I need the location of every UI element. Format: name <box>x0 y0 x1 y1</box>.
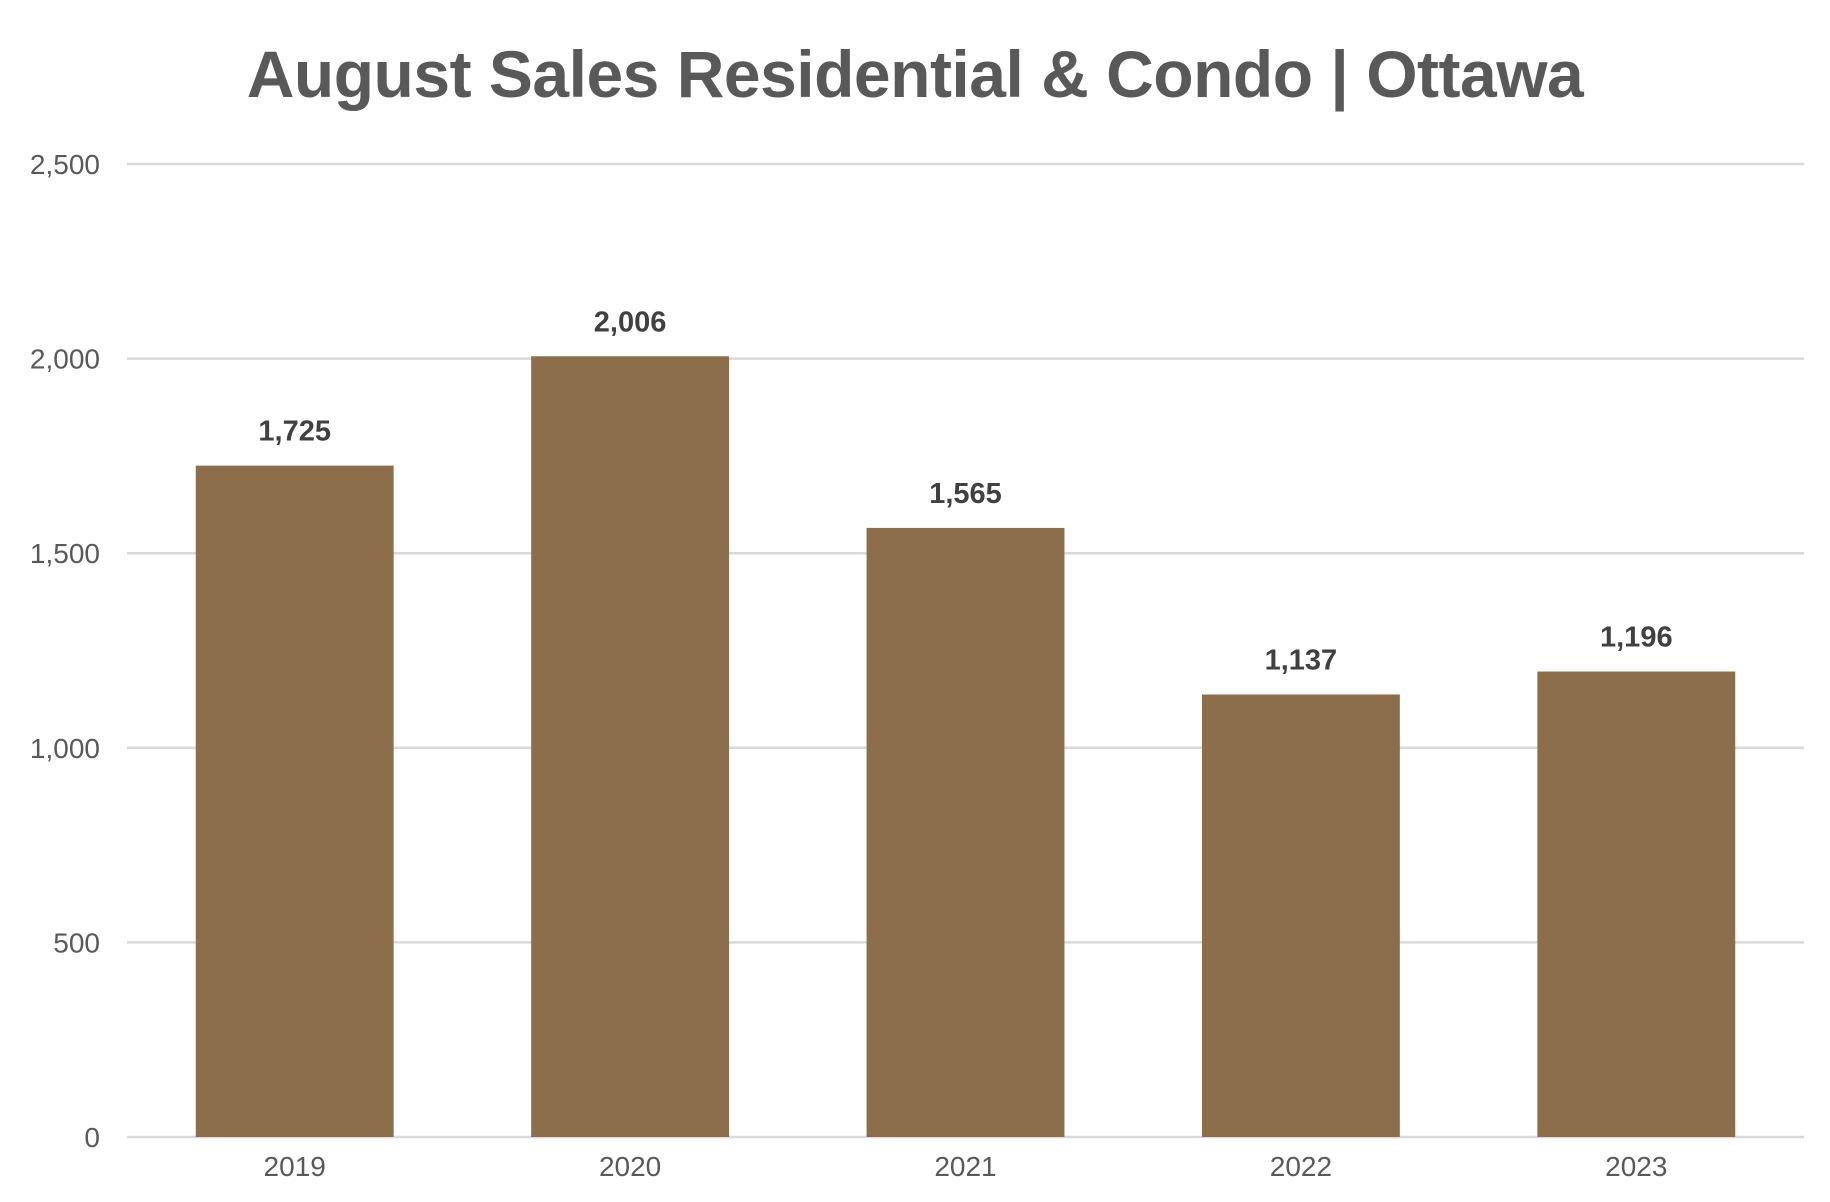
data-label-2021: 1,565 <box>929 478 1002 510</box>
data-label-2019: 1,725 <box>258 416 331 448</box>
bar-2020 <box>531 356 730 1138</box>
y-tick-label: 2,500 <box>30 149 100 180</box>
bar-2023 <box>1537 671 1736 1137</box>
data-labels: 1,725 2,006 1,565 1,137 1,196 <box>258 306 1672 676</box>
data-label-2022: 1,137 <box>1265 644 1338 676</box>
y-tick-label: 1,500 <box>30 538 100 569</box>
bar-2022 <box>1201 694 1400 1137</box>
x-tick-label-2019: 2019 <box>264 1151 326 1182</box>
y-tick-label: 2,000 <box>30 344 100 375</box>
x-axis-tick-labels: 2019 2020 2021 2022 2023 <box>264 1151 1668 1182</box>
y-axis-tick-labels: 0 500 1,000 1,500 2,000 2,500 <box>30 149 100 1153</box>
bar-2019 <box>195 465 394 1137</box>
bars <box>195 356 1736 1138</box>
x-tick-label-2023: 2023 <box>1605 1151 1667 1182</box>
data-label-2023: 1,196 <box>1600 622 1673 654</box>
bar-2021 <box>866 527 1065 1137</box>
y-tick-label: 500 <box>53 927 100 958</box>
data-label-2020: 2,006 <box>594 306 667 338</box>
chart-title: August Sales Residential & Condo | Ottaw… <box>246 37 1584 111</box>
x-tick-label-2021: 2021 <box>934 1151 996 1182</box>
y-tick-label: 0 <box>84 1122 100 1153</box>
x-tick-label-2022: 2022 <box>1270 1151 1332 1182</box>
x-tick-label-2020: 2020 <box>599 1151 661 1182</box>
y-tick-label: 1,000 <box>30 733 100 764</box>
